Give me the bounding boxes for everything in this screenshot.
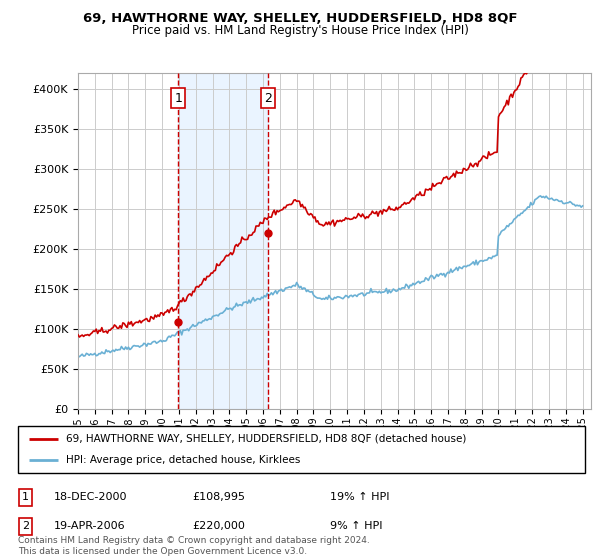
Text: 9% ↑ HPI: 9% ↑ HPI: [330, 521, 383, 531]
Text: 2: 2: [264, 91, 272, 105]
Text: 1: 1: [22, 492, 29, 502]
Text: £108,995: £108,995: [192, 492, 245, 502]
Text: Contains HM Land Registry data © Crown copyright and database right 2024.
This d: Contains HM Land Registry data © Crown c…: [18, 536, 370, 556]
FancyBboxPatch shape: [19, 518, 32, 535]
FancyBboxPatch shape: [19, 489, 32, 506]
Text: 1: 1: [175, 91, 182, 105]
FancyBboxPatch shape: [18, 426, 585, 473]
Text: 18-DEC-2000: 18-DEC-2000: [54, 492, 128, 502]
Text: 69, HAWTHORNE WAY, SHELLEY, HUDDERSFIELD, HD8 8QF: 69, HAWTHORNE WAY, SHELLEY, HUDDERSFIELD…: [83, 12, 517, 25]
Text: HPI: Average price, detached house, Kirklees: HPI: Average price, detached house, Kirk…: [66, 455, 301, 465]
Text: 69, HAWTHORNE WAY, SHELLEY, HUDDERSFIELD, HD8 8QF (detached house): 69, HAWTHORNE WAY, SHELLEY, HUDDERSFIELD…: [66, 434, 467, 444]
Text: 2: 2: [22, 521, 29, 531]
Text: Price paid vs. HM Land Registry's House Price Index (HPI): Price paid vs. HM Land Registry's House …: [131, 24, 469, 37]
Text: 19-APR-2006: 19-APR-2006: [54, 521, 125, 531]
Bar: [178, 73, 268, 409]
Text: £220,000: £220,000: [192, 521, 245, 531]
Text: 19% ↑ HPI: 19% ↑ HPI: [330, 492, 389, 502]
